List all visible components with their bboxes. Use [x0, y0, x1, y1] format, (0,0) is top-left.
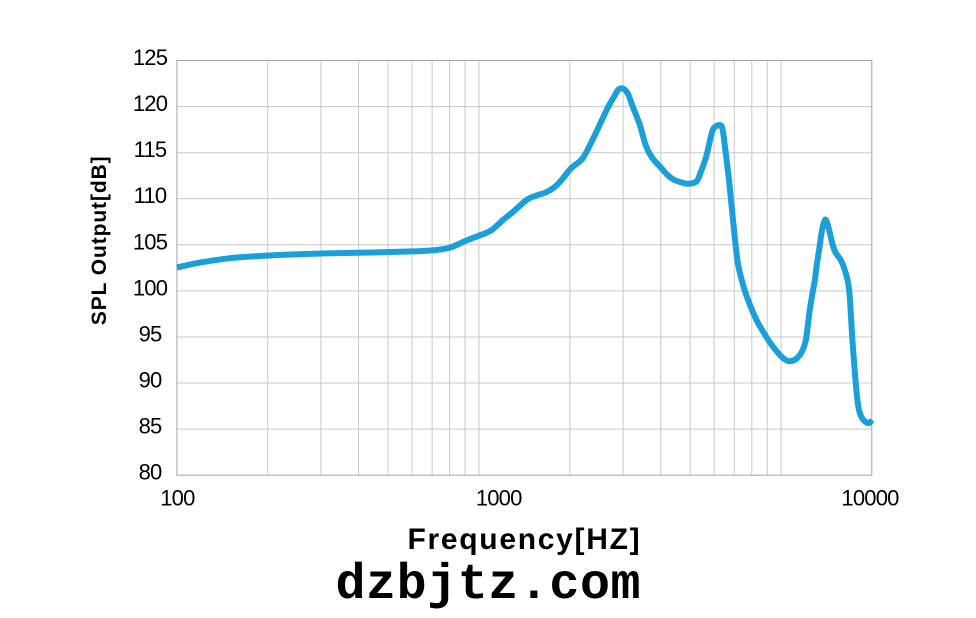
svg-text:120: 120: [133, 91, 168, 116]
svg-text:SPL Output[dB]: SPL Output[dB]: [88, 155, 111, 325]
svg-text:Frequency[HZ]: Frequency[HZ]: [408, 523, 642, 556]
svg-text:110: 110: [134, 183, 167, 208]
svg-text:100: 100: [133, 275, 168, 300]
svg-text:105: 105: [133, 229, 168, 254]
svg-text:125: 125: [133, 45, 168, 70]
svg-text:115: 115: [134, 137, 167, 162]
svg-text:1000: 1000: [476, 486, 522, 511]
svg-text:95: 95: [139, 322, 162, 347]
svg-text:100: 100: [160, 486, 195, 511]
svg-text:90: 90: [139, 368, 162, 393]
svg-text:85: 85: [139, 414, 162, 439]
svg-text:80: 80: [139, 460, 162, 485]
svg-text:dzbjtz.com: dzbjtz.com: [336, 557, 642, 613]
svg-text:10000: 10000: [841, 486, 899, 511]
